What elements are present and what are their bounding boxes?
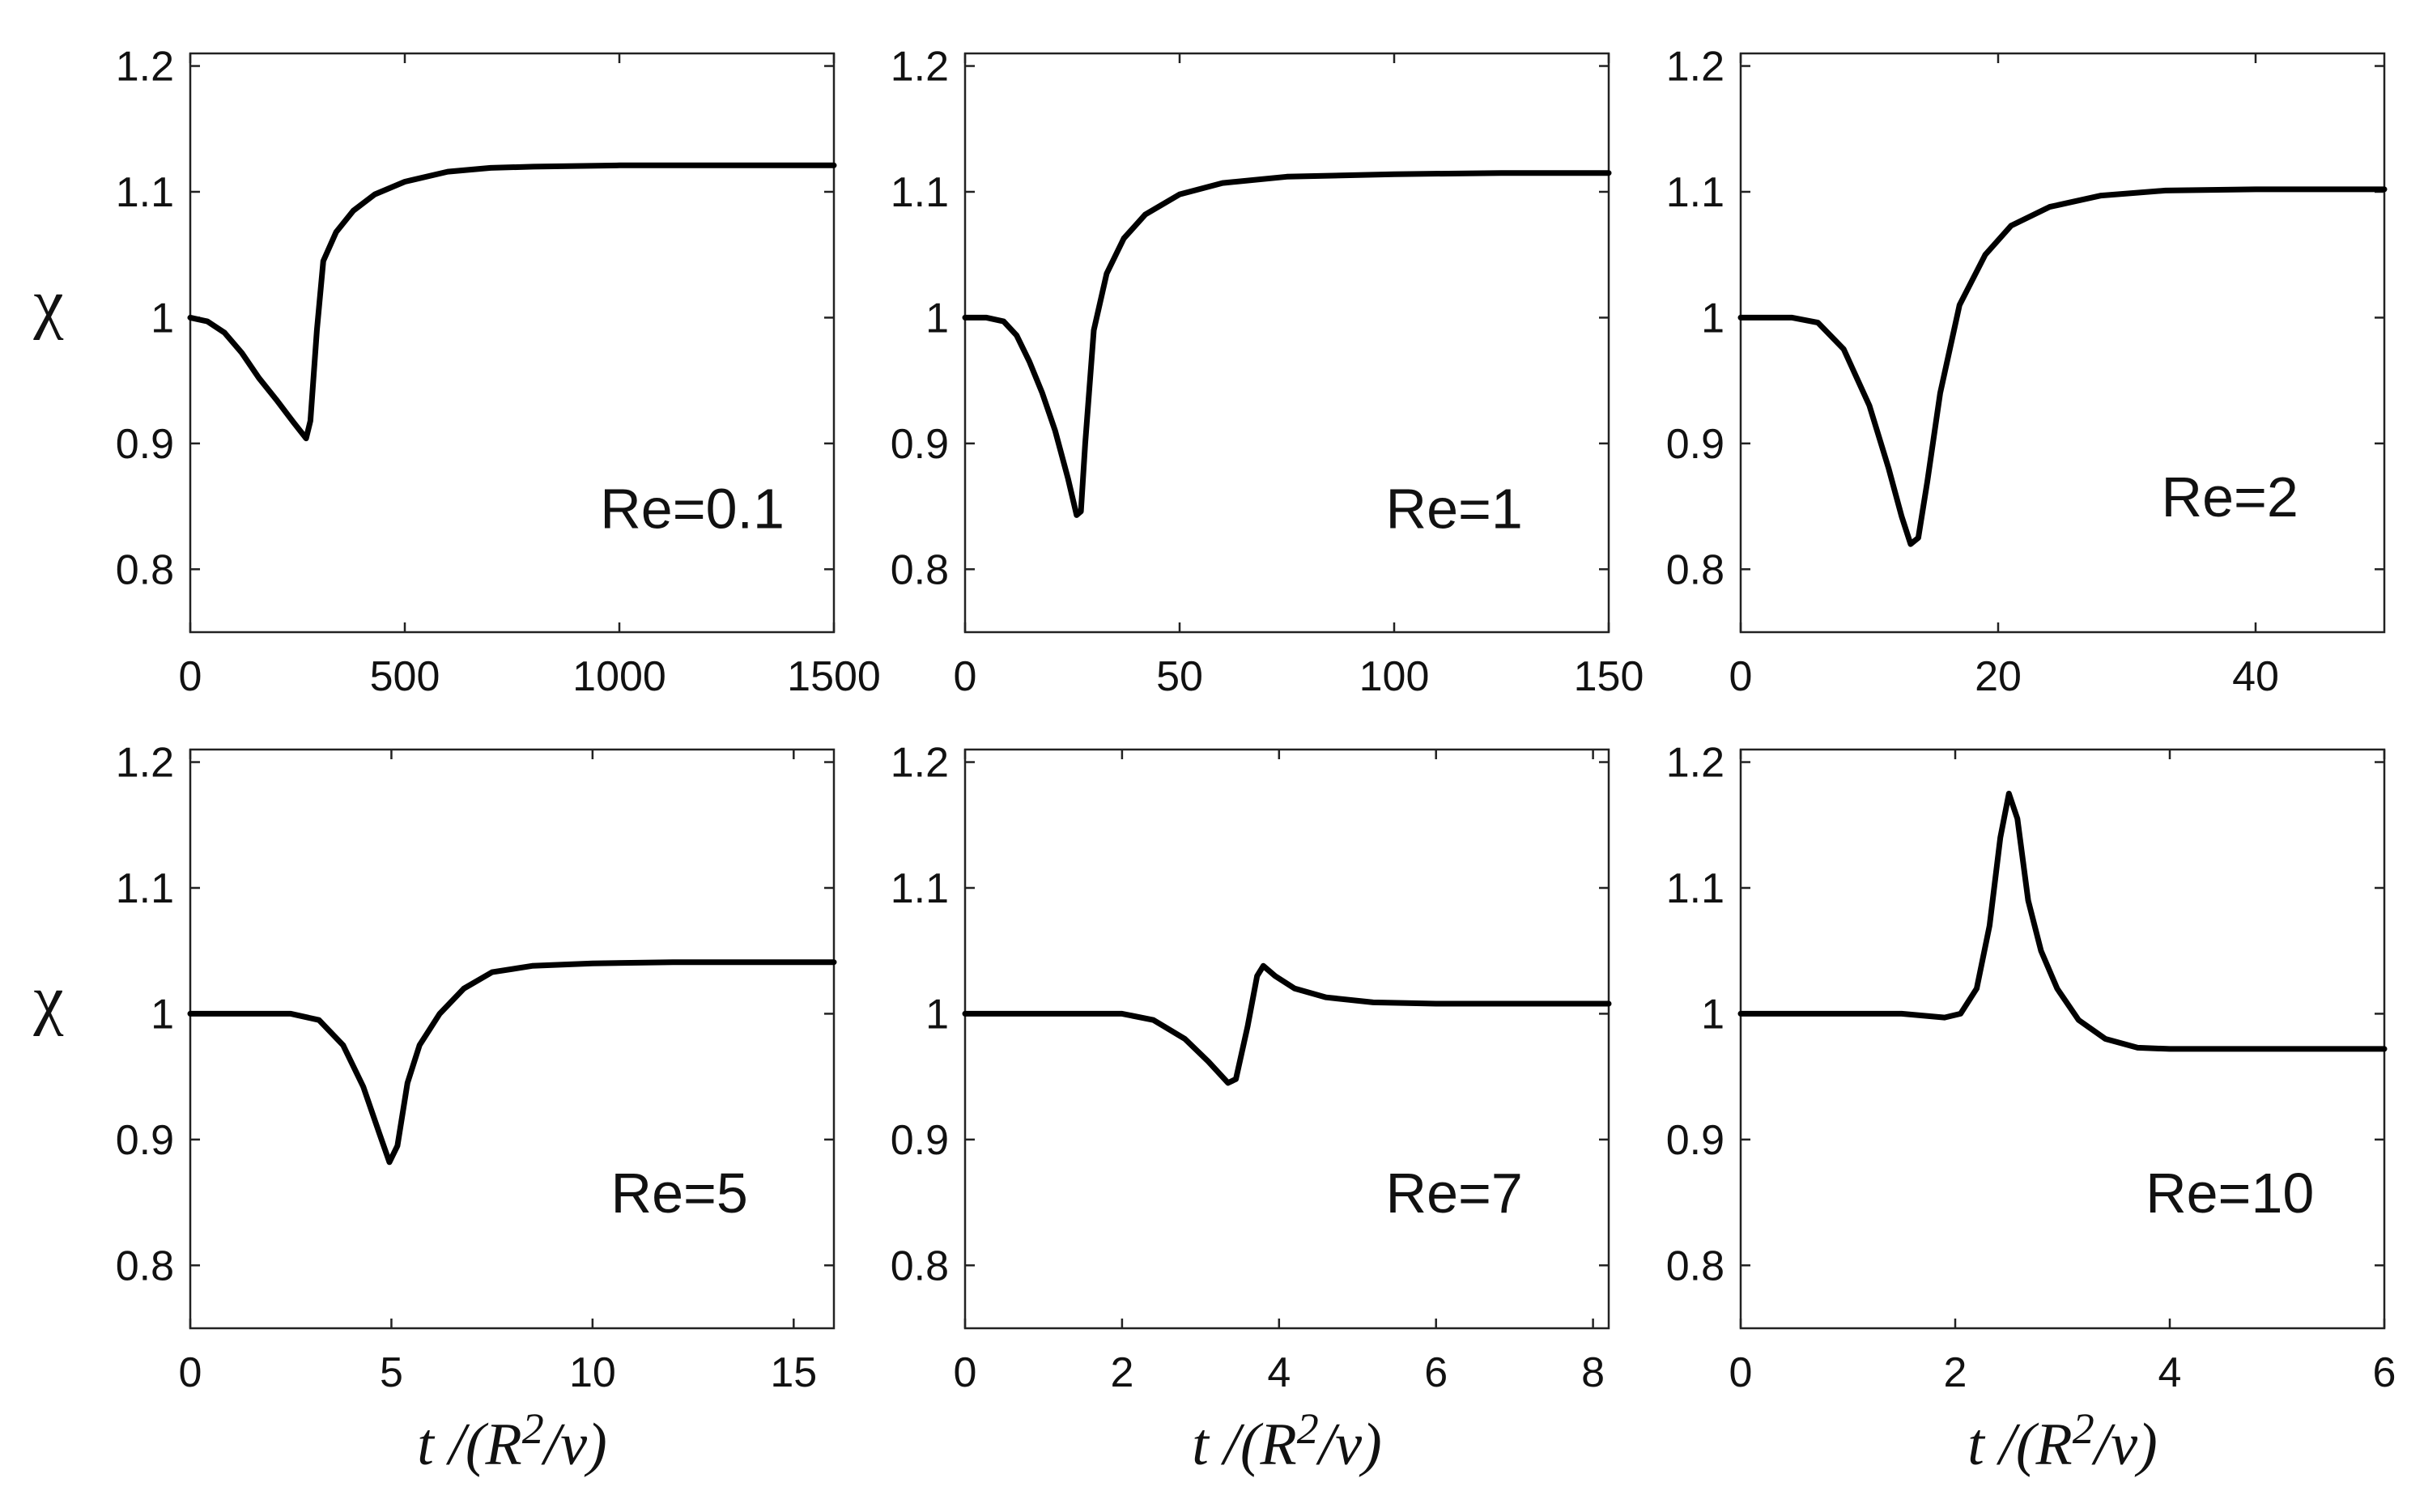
reynolds-annotation: Re=10	[2145, 1162, 2314, 1225]
x-axis-label: t /(R2/ν)	[417, 1404, 607, 1478]
x-tick-label: 1000	[572, 653, 666, 700]
panel-top-right: 0 20 40 0.8 0.9 1 1.1 1.2 Re=2	[1666, 44, 2388, 700]
reynolds-annotation: Re=0.1	[600, 477, 785, 540]
panel-bottom-right: 0 2 4 6 0.8 0.9 1 1.1 1.2 Re=10 t /(R2/ν)	[1666, 740, 2396, 1478]
x-tick-label: 0	[954, 653, 977, 700]
y-axis-label: χ	[32, 265, 63, 341]
y-tick-label: 1.1	[891, 865, 949, 912]
x-tick-label: 6	[2373, 1349, 2396, 1396]
y-tick-label: 1	[925, 295, 949, 342]
x-axis-label: t /(R2/ν)	[1967, 1404, 2158, 1478]
panel-bottom-left: 0 5 10 15 0.8 0.9 1 1.1 1.2 Re=5 χ t /(R2/ν)	[32, 740, 837, 1478]
x-tick-label: 4	[1267, 1349, 1291, 1396]
x-axis-label: t /(R2/ν)	[1192, 1404, 1382, 1478]
y-tick-label: 0.9	[1666, 1117, 1724, 1164]
y-tick-label: 1	[151, 295, 174, 342]
x-tick-label: 0	[179, 1349, 202, 1396]
y-tick-label: 1	[151, 991, 174, 1038]
x-tick-label: 100	[1359, 653, 1430, 700]
y-tick-label: 1	[925, 991, 949, 1038]
y-tick-label: 1	[1701, 295, 1724, 342]
x-tick-label: 0	[954, 1349, 977, 1396]
y-tick-label: 1.2	[116, 740, 174, 787]
series-line-Re=0.1	[187, 162, 837, 442]
x-tick-label: 20	[1975, 653, 2022, 700]
x-tick-label: 0	[179, 653, 202, 700]
y-tick-label: 1.1	[1666, 169, 1724, 216]
y-tick-label: 0.9	[891, 1117, 949, 1164]
series-line-Re=10	[1737, 790, 2388, 1052]
y-tick-label: 0.8	[891, 546, 949, 593]
y-tick-label: 0.9	[891, 421, 949, 468]
x-tick-label: 8	[1581, 1349, 1605, 1396]
x-tick-label: 500	[370, 653, 440, 700]
panel-top-left: 0 500 1000 1500 0.8 0.9 1 1.1 1.2 Re=0.1 χ	[32, 44, 880, 700]
y-tick-label: 1.1	[116, 865, 174, 912]
y-tick-label: 1.2	[116, 44, 174, 91]
plot-frame	[189, 52, 836, 634]
y-tick-label: 0.9	[116, 1117, 174, 1164]
reynolds-annotation: Re=2	[2162, 465, 2299, 529]
y-tick-label: 1	[1701, 991, 1724, 1038]
plot-frame	[1739, 748, 2386, 1330]
x-tick-label: 0	[1729, 1349, 1753, 1396]
x-tick-label: 50	[1156, 653, 1203, 700]
y-tick-label: 0.8	[1666, 1242, 1724, 1289]
series-line-Re=5	[187, 959, 837, 1166]
panel-bottom-middle: 0 2 4 6 8 0.8 0.9 1 1.1 1.2 Re=7 t /(R2/ν)	[891, 740, 1612, 1478]
series-line-Re=7	[962, 962, 1612, 1086]
x-tick-label: 2	[1110, 1349, 1133, 1396]
x-tick-label: 2	[1944, 1349, 1967, 1396]
x-tick-label: 150	[1574, 653, 1644, 700]
y-tick-label: 0.8	[116, 546, 174, 593]
y-tick-label: 1.2	[891, 740, 949, 787]
x-tick-label: 5	[380, 1349, 403, 1396]
plot-frame	[1739, 52, 2386, 634]
x-tick-label: 10	[569, 1349, 616, 1396]
y-tick-label: 0.8	[116, 1242, 174, 1289]
x-tick-label: 15	[770, 1349, 817, 1396]
y-tick-label: 0.9	[116, 421, 174, 468]
x-tick-label: 40	[2232, 653, 2279, 700]
series-line-Re=2	[1737, 186, 2388, 547]
plot-frame	[189, 748, 836, 1330]
y-tick-label: 1.2	[1666, 740, 1724, 787]
y-tick-label: 1.1	[116, 169, 174, 216]
panel-top-middle: 0 50 100 150 0.8 0.9 1 1.1 1.2 Re=1	[891, 44, 1644, 700]
plot-frame	[963, 52, 1610, 634]
y-tick-label: 1.1	[1666, 865, 1724, 912]
x-tick-label: 4	[2158, 1349, 2182, 1396]
plot-frame	[963, 748, 1610, 1330]
y-tick-label: 0.8	[891, 1242, 949, 1289]
series-line-Re=1	[962, 170, 1612, 518]
reynolds-annotation: Re=5	[611, 1162, 748, 1225]
y-tick-label: 0.9	[1666, 421, 1724, 468]
y-tick-label: 1.1	[891, 169, 949, 216]
reynolds-annotation: Re=1	[1386, 477, 1523, 540]
y-tick-label: 0.8	[1666, 546, 1724, 593]
y-axis-label: χ	[32, 962, 63, 1037]
x-tick-label: 1500	[787, 653, 881, 700]
x-tick-label: 0	[1729, 653, 1753, 700]
y-tick-label: 1.2	[1666, 44, 1724, 91]
x-tick-label: 6	[1424, 1349, 1448, 1396]
reynolds-annotation: Re=7	[1386, 1162, 1523, 1225]
y-tick-label: 1.2	[891, 44, 949, 91]
